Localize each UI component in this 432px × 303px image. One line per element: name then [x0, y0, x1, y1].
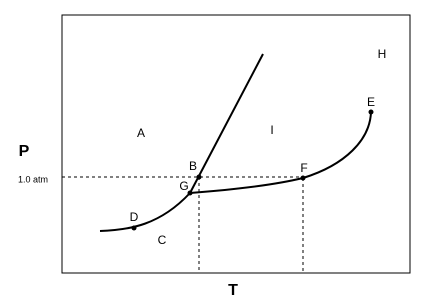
label-a: A [137, 126, 145, 140]
pressure-label: 1.0 atm [18, 174, 48, 184]
frame [61, 14, 411, 274]
label-d: D [130, 210, 139, 224]
point-e [368, 109, 374, 115]
x-axis-label: T [228, 282, 238, 299]
point-b [196, 174, 202, 180]
fusion-curve [189, 53, 264, 194]
point-d [131, 225, 137, 231]
sublimation-curve [99, 192, 191, 232]
points [131, 109, 374, 231]
label-i: I [270, 123, 273, 137]
label-c: C [158, 233, 167, 247]
vaporization-curve [189, 111, 372, 194]
label-b: B [189, 159, 197, 173]
label-f: F [300, 161, 307, 175]
label-h: H [378, 47, 387, 61]
label-g: G [179, 179, 188, 193]
point-f [300, 175, 306, 181]
label-e: E [367, 95, 375, 109]
y-axis-label: P [19, 143, 30, 160]
point-g [187, 190, 193, 196]
